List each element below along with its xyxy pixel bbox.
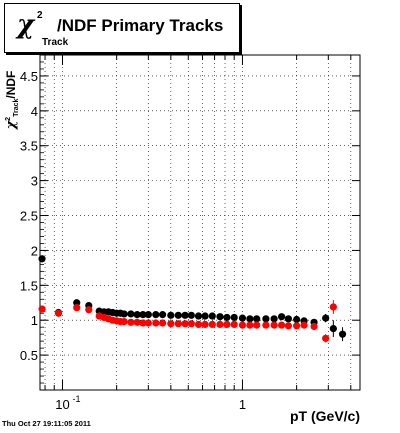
data-point <box>293 315 301 324</box>
data-point <box>262 321 270 329</box>
y-tick-label: 2.5 <box>20 209 38 224</box>
data-point <box>230 320 238 328</box>
data-point <box>338 330 347 338</box>
x-tick-label: 10 <box>55 397 69 412</box>
y-axis-label: χ2Track/NDF <box>0 55 24 145</box>
data-point <box>329 303 337 311</box>
data-point <box>73 304 81 312</box>
data-point <box>216 313 224 321</box>
data-point <box>194 320 203 328</box>
y-tick-label: 1 <box>31 313 38 328</box>
data-point <box>208 312 216 320</box>
data-point <box>194 312 203 320</box>
data-point <box>152 311 160 319</box>
data-point <box>246 315 254 323</box>
y-tick-label: 0.5 <box>20 348 38 363</box>
data-point <box>120 318 128 326</box>
data-point <box>167 320 175 328</box>
data-point <box>85 306 93 314</box>
series-0 <box>38 255 347 342</box>
data-point <box>181 311 189 319</box>
title-text: /NDF Primary Tracks <box>57 16 224 35</box>
data-point <box>174 320 182 328</box>
data-point <box>238 314 247 322</box>
title-subscript: Track <box>42 37 69 48</box>
y-tick-label: 2 <box>31 243 38 258</box>
data-point <box>144 311 152 319</box>
data-point <box>139 319 147 327</box>
title-chi: χ <box>17 10 35 40</box>
data-point <box>187 320 195 328</box>
data-point <box>127 310 135 318</box>
data-point <box>293 322 301 330</box>
chart-title: χ 2 Track /NDF Primary Tracks <box>4 3 240 53</box>
data-point <box>277 313 286 321</box>
data-point <box>120 310 128 318</box>
grid <box>40 55 360 390</box>
data-point <box>38 255 46 263</box>
data-point <box>329 324 337 333</box>
data-point <box>277 321 286 329</box>
data-point <box>201 320 209 328</box>
ylabel-sup: 2 <box>4 116 12 121</box>
data-point <box>216 320 224 328</box>
y-tick-label: 1.5 <box>20 278 38 293</box>
timestamp: Thu Oct 27 19:11:05 2011 <box>2 419 91 428</box>
data-point <box>223 313 231 322</box>
data-point <box>208 320 216 328</box>
y-tick-label: 4.5 <box>20 69 38 84</box>
x-tick-label: 1 <box>239 397 246 412</box>
data-point <box>133 318 141 326</box>
data-point <box>300 321 308 329</box>
data-point <box>158 319 167 327</box>
data-point <box>253 315 261 323</box>
data-point <box>230 313 238 322</box>
ylabel-sub: Track <box>13 98 21 117</box>
data-point <box>238 321 247 329</box>
data-point <box>181 320 189 328</box>
data-point <box>133 311 141 319</box>
data-point <box>322 314 330 322</box>
data-point <box>144 319 152 327</box>
axis-ticks: 0.5 1 1.5 2 2.5 3 3.5 4 4.5 10 -1 1 <box>20 54 360 412</box>
series-1 <box>38 299 337 343</box>
data-point <box>310 322 318 331</box>
y-tick-label: 3.5 <box>20 139 38 154</box>
data-point <box>322 334 330 342</box>
data-point <box>167 311 175 319</box>
data-point <box>187 311 195 319</box>
data-point <box>284 315 292 323</box>
data-point <box>253 321 261 329</box>
data-point <box>127 318 135 326</box>
data-point <box>174 311 182 319</box>
ylabel-chi: χ <box>3 120 19 130</box>
data-point <box>139 311 147 319</box>
y-tick-label: 3 <box>31 174 38 189</box>
data-point <box>262 315 270 323</box>
data-point <box>38 305 46 313</box>
y-tick-label: 4 <box>31 104 38 119</box>
data-point <box>270 321 278 329</box>
title-superscript: 2 <box>37 10 43 21</box>
data-point <box>270 315 278 323</box>
x-tick-exponent: -1 <box>72 394 80 404</box>
data-point <box>223 320 231 328</box>
data-point <box>246 321 254 329</box>
series-layer <box>38 255 347 343</box>
x-axis-label: pT (GeV/c) <box>290 408 361 424</box>
data-point <box>284 322 292 330</box>
data-point <box>158 311 167 319</box>
ylabel-rest: /NDF <box>3 70 18 99</box>
data-point <box>201 312 209 320</box>
data-point <box>54 309 63 317</box>
data-point <box>152 319 160 327</box>
plot-frame <box>39 54 361 391</box>
